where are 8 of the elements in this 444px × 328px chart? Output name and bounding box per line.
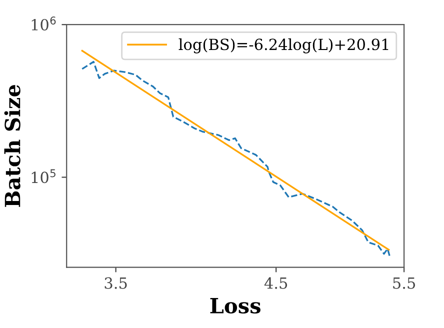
x-tick-label: 4.5: [264, 277, 288, 289]
y-tick-label: 10$^{6}$: [32, 16, 56, 31]
y-axis-title: Batch Size: [4, 84, 20, 207]
x-axis-title: Loss: [210, 298, 260, 314]
x-tick-label: 5.5: [393, 278, 416, 289]
x-tick-label: 3.5: [104, 277, 127, 289]
legend-label: log(BS)=-6.24log(L)+20.91: [178, 38, 388, 54]
y-tick-label: 10$^{5}$: [32, 169, 56, 184]
